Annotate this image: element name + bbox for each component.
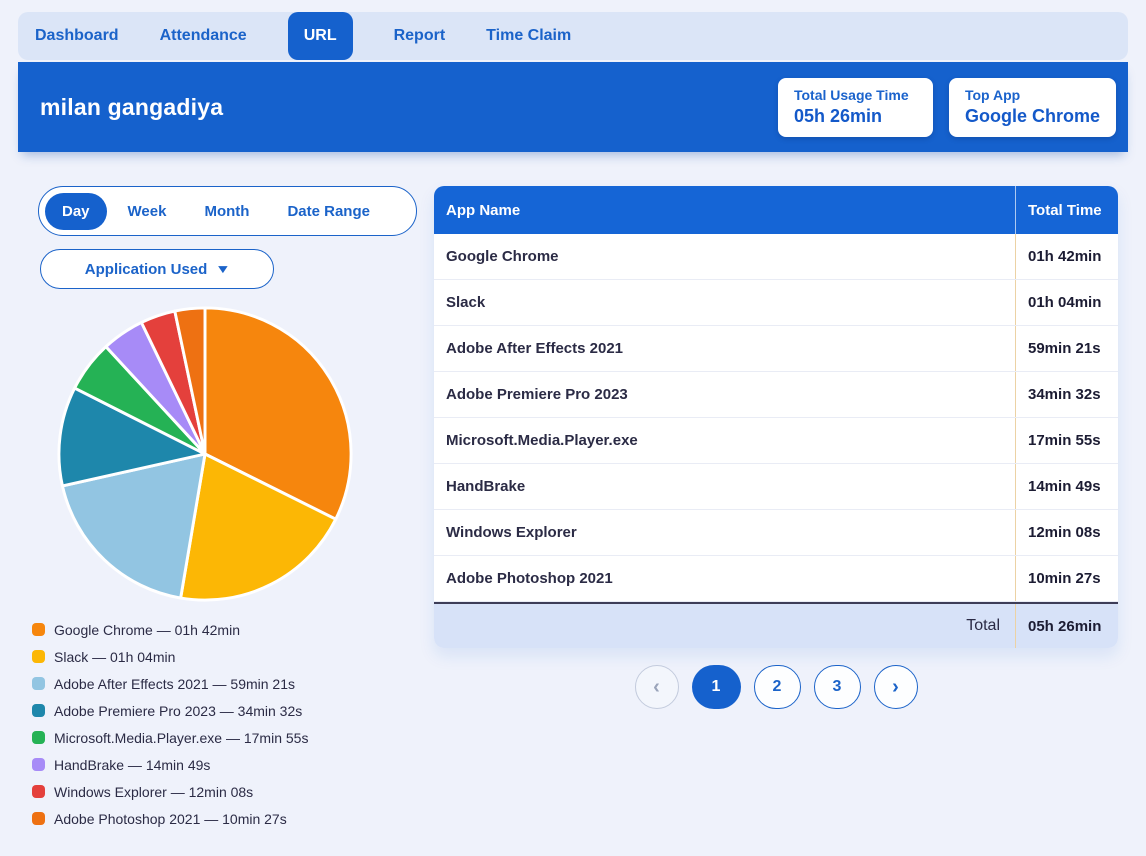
pie-slice-slack[interactable] — [179, 452, 338, 602]
usage-table-panel: App Name Total Time Google Chrome 01h 42m… — [434, 186, 1118, 832]
app-name-cell: Slack — [446, 294, 486, 311]
table-row: Microsoft.Media.Player.exe 17min 55s — [434, 418, 1118, 464]
table-row: Google Chrome 01h 42min — [434, 234, 1118, 280]
application-used-label: Application Used — [84, 260, 208, 278]
table-header-row: App Name Total Time — [434, 186, 1118, 234]
legend-swatch — [32, 812, 45, 825]
tab-dashboard[interactable]: Dashboard — [35, 27, 119, 44]
tab-attendance[interactable]: Attendance — [159, 27, 247, 44]
table-body: Google Chrome 01h 42min Slack 01h 04min Adob… — [434, 234, 1118, 602]
stat-value: 05h 26min — [793, 105, 883, 126]
pagination-page-3[interactable]: 3 — [813, 665, 861, 709]
legend-label: Adobe Photoshop 2021 — 10min 27s — [54, 810, 287, 827]
app-name-cell: Adobe After Effects 2021 — [446, 340, 623, 357]
legend-label: Windows Explorer — 12min 08s — [54, 783, 254, 800]
app-name-cell: Adobe Photoshop 2021 — [446, 570, 613, 587]
app-name-cell: Microsoft.Media.Player.exe — [446, 432, 638, 449]
legend-item: Windows Explorer — 12min 08s — [32, 778, 434, 805]
pagination-page-2[interactable]: 2 — [753, 665, 801, 709]
pagination-next-button[interactable]: › — [873, 665, 918, 709]
app-name-cell: Google Chrome — [446, 248, 559, 265]
table-total-row: Total 05h 26min — [434, 602, 1118, 648]
column-header-app-name: App Name — [446, 201, 521, 219]
legend-item: HandBrake — 14min 49s — [32, 751, 434, 778]
legend-item: Adobe Premiere Pro 2023 — 34min 32s — [32, 697, 434, 724]
range-option-date-range[interactable]: Date Range — [287, 202, 370, 220]
app-name-cell: Adobe Premiere Pro 2023 — [446, 386, 628, 403]
table-row: Windows Explorer 12min 08s — [434, 510, 1118, 556]
total-time-cell: 59min 21s — [1015, 326, 1118, 371]
pagination-prev-button[interactable]: ‹ — [634, 665, 679, 709]
date-range-tabs: Day Week Month Date Range — [38, 186, 417, 236]
legend-label: Microsoft.Media.Player.exe — 17min 55s — [54, 729, 309, 746]
legend-item: Microsoft.Media.Player.exe — 17min 55s — [32, 724, 434, 751]
legend-label: Slack — 01h 04min — [54, 648, 176, 665]
legend-item: Google Chrome — 01h 42min — [32, 616, 434, 643]
range-option-day[interactable]: Day — [45, 192, 107, 230]
tab-url[interactable]: URL — [287, 12, 353, 60]
table-row: Adobe Premiere Pro 2023 34min 32s — [434, 372, 1118, 418]
stat-label: Total Usage Time — [793, 86, 909, 103]
legend-item: Adobe After Effects 2021 — 59min 21s — [32, 670, 434, 697]
total-time-cell: 01h 42min — [1015, 234, 1118, 279]
user-name: milan gangadiya — [40, 93, 224, 120]
usage-pie-chart — [55, 304, 355, 604]
total-label: Total — [966, 617, 1000, 634]
legend-item: Adobe Photoshop 2021 — 10min 27s — [32, 805, 434, 832]
total-time-cell: 10min 27s — [1015, 556, 1118, 601]
pagination-page-1[interactable]: 1 — [691, 665, 741, 709]
legend-label: Adobe After Effects 2021 — 59min 21s — [54, 675, 296, 692]
stat-label: Top App — [964, 86, 1021, 103]
legend-swatch — [32, 758, 45, 771]
application-used-dropdown[interactable]: Application Used ▼ — [40, 249, 274, 289]
range-option-month[interactable]: Month — [204, 202, 250, 220]
app-usage-table: App Name Total Time Google Chrome 01h 42m… — [434, 186, 1118, 648]
app-name-cell: Windows Explorer — [446, 524, 577, 541]
total-time-cell: 12min 08s — [1015, 510, 1118, 555]
table-row: Adobe After Effects 2021 59min 21s — [434, 326, 1118, 372]
stat-value: Google Chrome — [964, 105, 1100, 126]
header-stat-cards: Total Usage Time 05h 26min Top App Googl… — [777, 77, 1116, 137]
total-value: 05h 26min — [1015, 604, 1118, 648]
tab-report[interactable]: Report — [393, 27, 446, 44]
pie-slice-adobe-premiere-pro-2023[interactable] — [57, 386, 207, 488]
total-time-cell: 17min 55s — [1015, 418, 1118, 463]
table-row: Adobe Photoshop 2021 10min 27s — [434, 556, 1118, 602]
pie-slice-adobe-after-effects-2021[interactable] — [60, 452, 207, 600]
range-option-week[interactable]: Week — [127, 202, 167, 220]
pagination: ‹ 1 2 3 › — [434, 665, 1118, 709]
pie-slice-adobe-photoshop-2021[interactable] — [173, 306, 207, 456]
main-content: Day Week Month Date Range Application Used … — [0, 152, 1146, 832]
column-header-total-time: Total Time — [1015, 186, 1118, 234]
legend-swatch — [32, 704, 45, 717]
chart-panel: Day Week Month Date Range Application Used … — [32, 186, 434, 832]
legend-swatch — [32, 785, 45, 798]
pie-legend: Google Chrome — 01h 42min Slack — 01h 04m… — [32, 616, 434, 832]
chevron-down-icon: ▼ — [215, 262, 232, 276]
legend-item: Slack — 01h 04min — [32, 643, 434, 670]
legend-label: Google Chrome — 01h 42min — [54, 621, 240, 638]
legend-label: HandBrake — 14min 49s — [54, 756, 211, 773]
legend-swatch — [32, 677, 45, 690]
total-usage-time-card: Total Usage Time 05h 26min — [777, 77, 933, 137]
top-tab-bar: Dashboard Attendance URL Report Time Claim — [18, 12, 1128, 60]
legend-swatch — [32, 731, 45, 744]
table-row: Slack 01h 04min — [434, 280, 1118, 326]
top-app-card: Top App Google Chrome — [948, 77, 1116, 137]
app-name-cell: HandBrake — [446, 478, 526, 495]
legend-label: Adobe Premiere Pro 2023 — 34min 32s — [54, 702, 303, 719]
table-row: HandBrake 14min 49s — [434, 464, 1118, 510]
legend-swatch — [32, 623, 45, 636]
total-time-cell: 34min 32s — [1015, 372, 1118, 417]
legend-swatch — [32, 650, 45, 663]
pie-slice-google-chrome[interactable] — [203, 306, 353, 521]
user-header: milan gangadiya Total Usage Time 05h 26m… — [18, 62, 1128, 152]
total-time-cell: 01h 04min — [1015, 280, 1118, 325]
pie-chart-svg — [57, 306, 353, 602]
tab-time-claim[interactable]: Time Claim — [486, 27, 572, 44]
total-time-cell: 14min 49s — [1015, 464, 1118, 509]
